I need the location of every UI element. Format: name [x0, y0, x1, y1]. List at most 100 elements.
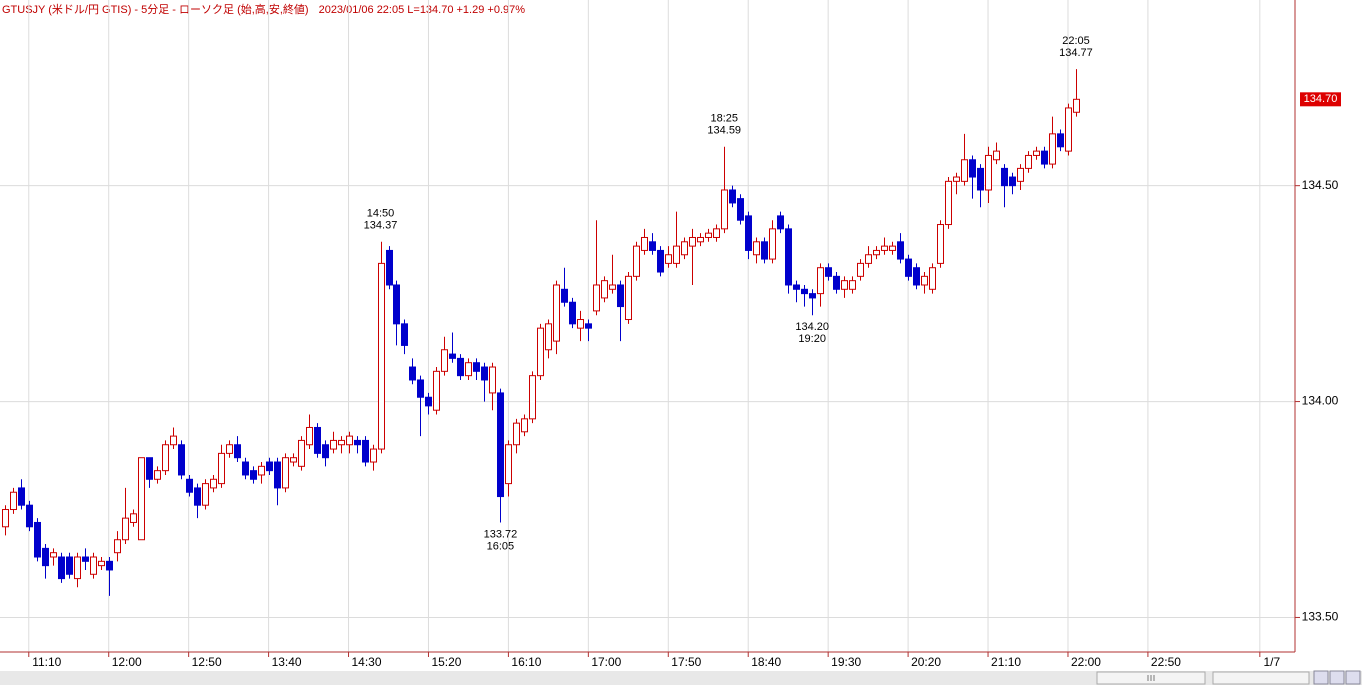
candle-body — [585, 323, 592, 329]
candle-body — [921, 275, 928, 286]
zoom-slider[interactable] — [1212, 671, 1310, 685]
candle-body — [985, 154, 992, 191]
candle-body — [330, 439, 337, 450]
candle-body — [609, 284, 616, 290]
candle-body — [226, 444, 233, 454]
candle-body — [186, 478, 193, 493]
y-tick-label: 133.50 — [1302, 610, 1339, 624]
candle-body — [10, 491, 17, 511]
candle-body — [905, 258, 912, 277]
annotation-time: 19:20 — [798, 333, 826, 345]
candle-body — [537, 327, 544, 377]
candle-body — [489, 366, 496, 394]
x-tick-label: 14:30 — [352, 655, 382, 669]
candle-body — [338, 439, 345, 446]
candle-body — [250, 470, 257, 480]
x-tick-label: 12:00 — [112, 655, 142, 669]
x-tick-label: 18:40 — [751, 655, 781, 669]
candle-body — [657, 249, 664, 273]
candle-body — [1073, 98, 1080, 113]
candle-body — [1065, 107, 1072, 152]
chart-title: GTUSJY (米ドル/円 GTIS) - 5分足 - ローソク足 (始,高,安… — [2, 2, 309, 16]
candle-body — [306, 426, 313, 446]
candle-body — [641, 236, 648, 251]
annotation-value: 134.59 — [707, 125, 741, 137]
candle-body — [865, 254, 872, 264]
candle-body — [42, 547, 49, 567]
candle-body — [945, 180, 952, 226]
candle-body — [929, 267, 936, 290]
candle-body — [713, 228, 720, 238]
candle-body — [258, 465, 265, 476]
candle-body — [777, 215, 784, 230]
candle-body — [449, 353, 456, 359]
candle-body — [745, 215, 752, 251]
candle-body — [561, 288, 568, 303]
candle-body — [681, 241, 688, 256]
candle-body — [577, 319, 584, 329]
candle-body — [841, 280, 848, 290]
candle-body — [242, 461, 249, 476]
candle-body — [1017, 167, 1024, 182]
candle-body — [98, 560, 105, 567]
zoom-button[interactable] — [1313, 670, 1329, 685]
candle-body — [961, 159, 968, 182]
candle-body — [170, 435, 177, 446]
candle-body — [2, 509, 9, 528]
candle-body — [433, 370, 440, 411]
candle-body — [90, 556, 97, 575]
candle-body — [1001, 167, 1008, 187]
annotation-time: 18:25 — [710, 113, 738, 125]
candle-body — [673, 245, 680, 264]
x-tick-label: 16:10 — [511, 655, 541, 669]
zoom-button[interactable] — [1329, 670, 1345, 685]
last-price-label: 134.70 — [1304, 93, 1338, 105]
zoom-button[interactable] — [1345, 670, 1361, 685]
candle-body — [481, 366, 488, 381]
candle-body — [465, 362, 472, 377]
candle-body — [26, 504, 33, 528]
candle-body — [162, 444, 169, 472]
candle-body — [266, 461, 273, 472]
candle-body — [953, 176, 960, 182]
annotation-time: 22:05 — [1062, 35, 1090, 47]
candle-body — [737, 198, 744, 221]
candle-body — [705, 232, 712, 238]
x-tick-label: 1/7 — [1263, 655, 1280, 669]
candle-body — [282, 457, 289, 489]
candle-body — [513, 422, 520, 446]
candle-body — [993, 150, 1000, 161]
candle-body — [937, 224, 944, 264]
candle-body — [1025, 154, 1032, 169]
candle-body — [210, 478, 217, 489]
x-tick-label: 20:20 — [911, 655, 941, 669]
candle-body — [66, 556, 73, 575]
candle-body — [106, 560, 113, 571]
candle-body — [785, 228, 792, 286]
candle-body — [82, 556, 89, 562]
candle-body — [298, 439, 305, 467]
candle-body — [969, 159, 976, 178]
candle-body — [817, 267, 824, 295]
candle-body — [218, 452, 225, 485]
candle-body — [553, 284, 560, 342]
candle-body — [393, 284, 400, 325]
candle-body — [977, 167, 984, 191]
candle-body — [362, 439, 369, 463]
candle-body — [529, 375, 536, 420]
candle-body — [386, 249, 393, 286]
candle-body — [809, 293, 816, 299]
x-tick-label: 15:20 — [431, 655, 461, 669]
x-tick-label: 11:10 — [32, 655, 61, 669]
annotation-value: 134.20 — [795, 321, 829, 333]
candle-body — [601, 280, 608, 299]
candle-body — [50, 552, 57, 558]
candle-body — [897, 241, 904, 260]
candle-body — [1041, 150, 1048, 165]
candle-body — [649, 241, 656, 251]
x-tick-label: 21:10 — [991, 655, 1021, 669]
scroll-track — [0, 671, 1362, 685]
candle-body — [825, 267, 832, 277]
